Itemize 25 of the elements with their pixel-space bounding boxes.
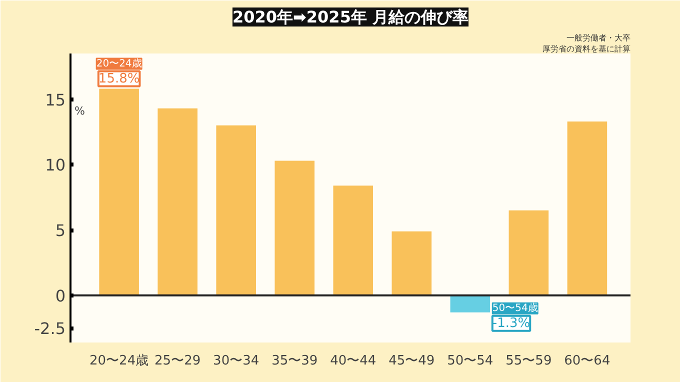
x-tick-label: 60〜64 [564, 354, 610, 368]
text: 一般労働者・大卒 [566, 34, 630, 42]
y-tick-label: -2.5 [34, 319, 66, 338]
x-tick-label: 55〜59 [506, 354, 552, 368]
y-tick-label: 5 [55, 221, 66, 240]
bar [508, 210, 549, 296]
bar [216, 125, 256, 296]
chart-title: 2020年➡2025年 月給の伸び率 [232, 8, 469, 26]
y-tick-label: 0 [55, 286, 66, 306]
y-tick-label: 15 [45, 90, 66, 110]
bar [333, 186, 374, 296]
y-axis-title: % [74, 104, 85, 118]
x-tick-label: 25〜29 [154, 354, 201, 368]
x-tick-label: 40〜44 [330, 354, 376, 368]
bar [158, 108, 198, 296]
x-tick-label: 35〜39 [272, 354, 318, 368]
x-tick-label: 45〜49 [388, 354, 435, 368]
bar [274, 160, 315, 296]
bar [567, 122, 608, 296]
text: 厚労省の資料を基に計算 [542, 44, 630, 54]
x-tick-label: 50〜54 [447, 354, 494, 368]
x-tick-label: 30〜34 [213, 354, 260, 368]
x-tick-label: 20〜24歳 [90, 354, 149, 368]
bar [392, 231, 432, 296]
y-tick-label: 10 [45, 156, 66, 175]
